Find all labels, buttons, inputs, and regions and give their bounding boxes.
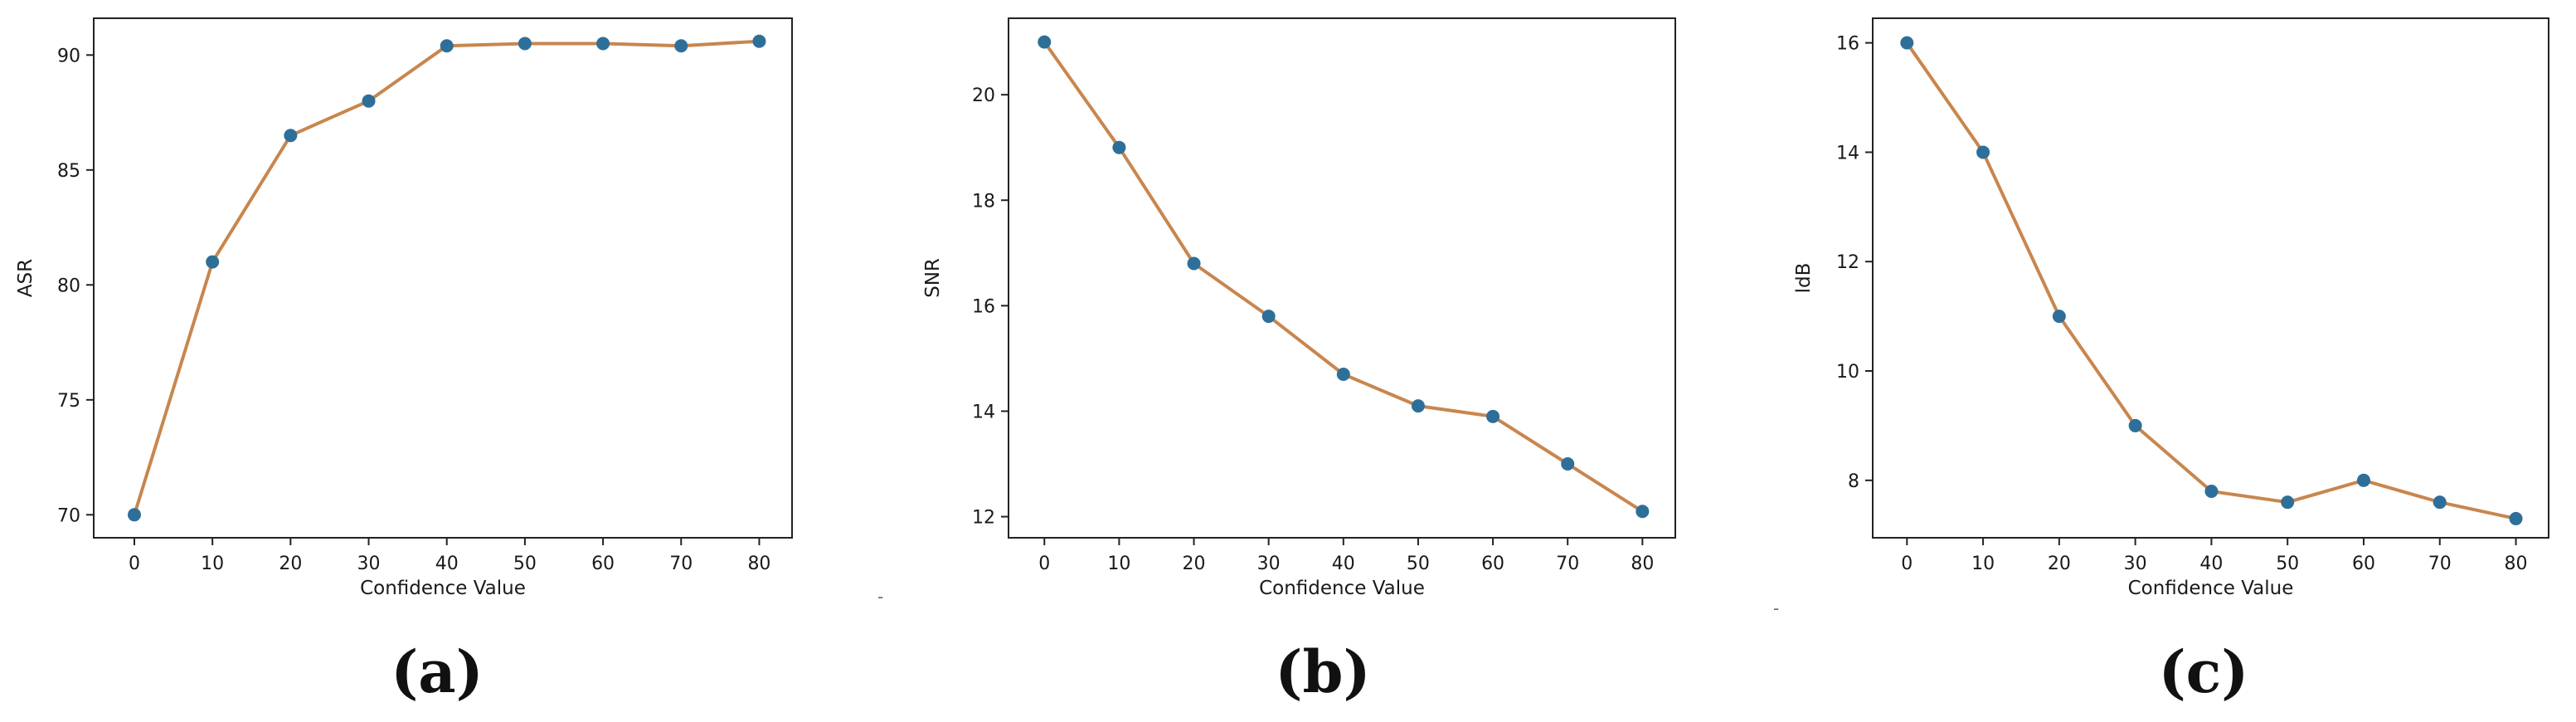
chart-c-y-tick-label: 10 <box>1836 362 1859 383</box>
chart-a-y-tick-label: 85 <box>57 161 80 182</box>
chart-b-data-point <box>1411 399 1425 413</box>
stray-mark: - <box>1773 598 1779 618</box>
chart-c-data-point <box>2052 310 2066 324</box>
chart-a-data-point <box>127 508 141 522</box>
chart-a-x-tick-label: 10 <box>201 554 224 574</box>
chart-b-caption: (b) <box>1275 637 1370 706</box>
chart-c-y-tick-label: 14 <box>1836 143 1859 163</box>
chart-b-x-tick-label: 30 <box>1257 554 1281 574</box>
chart-c-data-point <box>1900 36 1914 50</box>
chart-c-data-point <box>2509 511 2523 525</box>
chart-c-data-point <box>2281 495 2295 510</box>
chart-c-x-tick-label: 50 <box>2276 554 2299 574</box>
chart-b-plot-frame <box>1008 17 1676 539</box>
chart-panel-b: - 0 10 20 30 40 50 60 70 80 12 14 16 18 20 Confidence … <box>871 0 1733 722</box>
chart-c-x-tick-label: 70 <box>2428 554 2452 574</box>
chart-c-plot-frame <box>1872 17 2549 539</box>
chart-panel-a: 0 10 20 30 40 50 60 70 80 70 75 80 85 90 Confidence Va… <box>0 0 871 722</box>
chart-c-x-tick-label: 40 <box>2199 554 2223 574</box>
chart-c-x-tick-label: 30 <box>2124 554 2147 574</box>
chart-c-y-tick-label: 16 <box>1836 34 1859 55</box>
chart-a-data-point <box>284 129 298 143</box>
chart-c-data-point <box>2204 484 2219 498</box>
chart-b-data-point <box>1038 35 1052 49</box>
chart-b-data-point <box>1486 409 1500 423</box>
chart-c-x-tick-label: 0 <box>1901 554 1913 574</box>
chart-a-y-axis-label: ASR <box>15 259 36 297</box>
chart-a-y-tick-label: 70 <box>57 505 80 526</box>
chart-c-x-tick-label: 60 <box>2352 554 2375 574</box>
chart-a-x-tick-label: 80 <box>747 554 770 574</box>
chart-a-data-point <box>518 37 532 51</box>
chart-c-svg: - 0 10 20 30 40 50 60 70 80 8 10 12 14 16 Confidence V… <box>1773 17 2549 706</box>
chart-a-caption: (a) <box>391 637 484 706</box>
chart-a-plot-frame <box>93 17 793 539</box>
chart-b-y-tick-label: 20 <box>972 85 995 106</box>
chart-a-x-tick-label: 70 <box>669 554 693 574</box>
chart-b-data-point <box>1261 310 1276 324</box>
chart-b-svg: - 0 10 20 30 40 50 60 70 80 12 14 16 18 20 Confidence … <box>877 17 1676 706</box>
chart-a-x-tick-label: 30 <box>357 554 381 574</box>
chart-c-data-point <box>1976 145 1990 159</box>
chart-b-series-line <box>1043 41 1644 513</box>
chart-b-y-tick-label: 12 <box>972 508 995 529</box>
chart-c-y-axis-label: ldB <box>1793 263 1815 294</box>
chart-a-y-tick-label: 80 <box>57 276 80 296</box>
chart-c-data-point <box>2433 495 2447 510</box>
chart-b-x-tick-label: 0 <box>1038 554 1050 574</box>
chart-a-series-line <box>133 39 760 515</box>
chart-a-x-tick-label: 60 <box>591 554 615 574</box>
chart-b-x-tick-label: 20 <box>1183 554 1206 574</box>
chart-c-data-point <box>2356 473 2370 487</box>
chart-c-y-tick-label: 12 <box>1836 252 1859 273</box>
chart-a-data-point <box>596 37 610 51</box>
chart-a-x-tick-label: 0 <box>129 554 140 574</box>
chart-a-y-tick-label: 75 <box>57 391 80 412</box>
chart-c-data-point <box>2128 418 2142 432</box>
chart-a-x-axis-label: Confidence Value <box>360 578 526 599</box>
chart-b-x-tick-label: 40 <box>1332 554 1355 574</box>
chart-b-y-axis-label: SNR <box>922 258 944 298</box>
chart-b-y-tick-label: 16 <box>972 296 995 317</box>
chart-b-x-tick-label: 80 <box>1631 554 1654 574</box>
chart-c-x-tick-label: 10 <box>1971 554 1995 574</box>
chart-b-data-point <box>1336 367 1350 381</box>
chart-b-x-tick-label: 70 <box>1556 554 1579 574</box>
chart-b-y-tick-label: 14 <box>972 402 995 422</box>
chart-b-data-point <box>1561 457 1575 471</box>
chart-a-data-point <box>674 39 688 53</box>
chart-c-x-tick-label: 20 <box>2048 554 2071 574</box>
chart-a-data-point <box>440 39 454 53</box>
chart-b-x-tick-label: 60 <box>1481 554 1504 574</box>
chart-a-x-tick-label: 20 <box>279 554 302 574</box>
chart-a-y-tick-label: 90 <box>57 46 80 66</box>
chart-c-x-tick-label: 80 <box>2505 554 2528 574</box>
chart-a-data-point <box>752 34 766 48</box>
chart-c-caption: (c) <box>2159 637 2249 706</box>
chart-a-svg: 0 10 20 30 40 50 60 70 80 70 75 80 85 90 Confidence Va… <box>15 17 793 706</box>
chart-b-data-point <box>1636 505 1650 519</box>
chart-b-y-tick-label: 18 <box>972 191 995 212</box>
chart-c-series-line <box>1905 41 2516 520</box>
stray-mark: - <box>877 587 883 607</box>
chart-c-y-tick-label: 8 <box>1848 471 1859 492</box>
chart-b-x-tick-label: 10 <box>1107 554 1130 574</box>
chart-b-data-point <box>1112 140 1126 154</box>
chart-c-x-axis-label: Confidence Value <box>2128 578 2294 599</box>
chart-b-x-axis-label: Confidence Value <box>1259 578 1425 599</box>
chart-a-data-point <box>362 94 376 108</box>
chart-b-data-point <box>1187 256 1201 271</box>
chart-panel-c: - 0 10 20 30 40 50 60 70 80 8 10 12 14 16 Confidence V… <box>1733 0 2576 722</box>
chart-a-x-tick-label: 40 <box>435 554 459 574</box>
chart-a-x-tick-label: 50 <box>513 554 537 574</box>
chart-a-data-point <box>206 255 220 269</box>
chart-b-x-tick-label: 50 <box>1407 554 1430 574</box>
